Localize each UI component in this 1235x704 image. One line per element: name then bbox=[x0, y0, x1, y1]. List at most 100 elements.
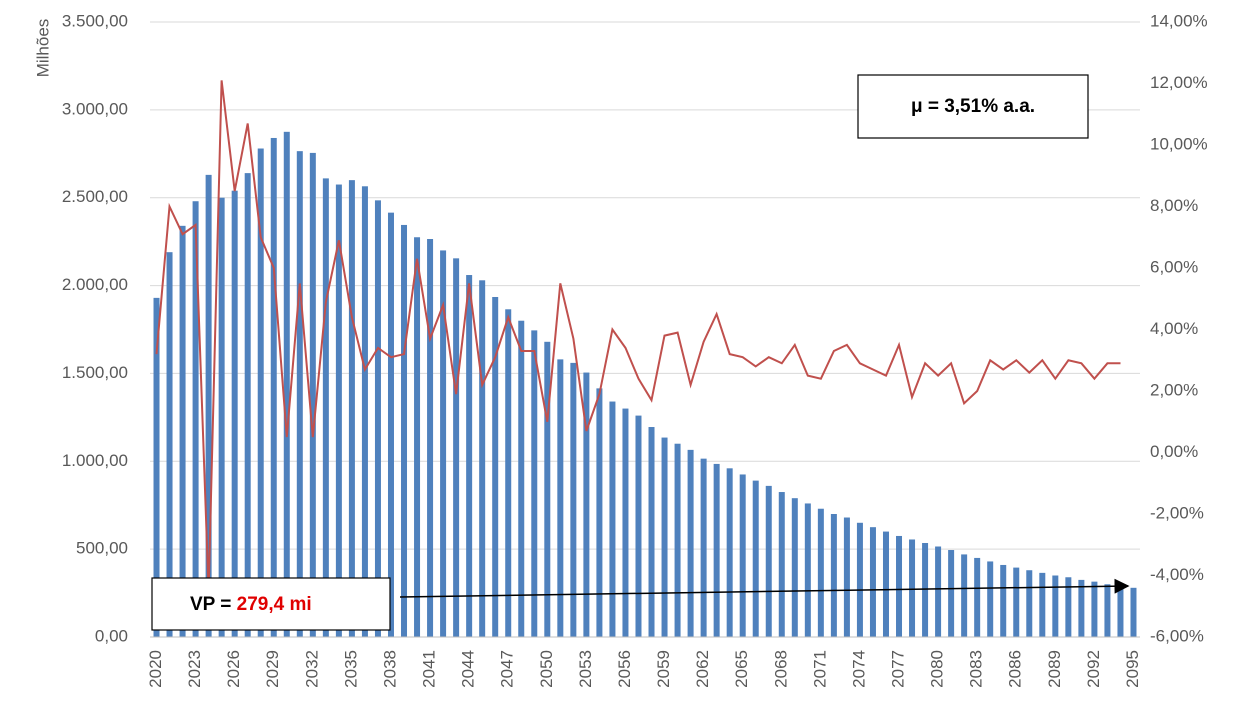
bar bbox=[635, 415, 642, 637]
bar bbox=[205, 174, 212, 637]
bar bbox=[427, 239, 434, 637]
bar bbox=[935, 546, 942, 637]
bar bbox=[335, 184, 342, 638]
bar bbox=[739, 474, 746, 637]
x-tick-label: 2047 bbox=[498, 650, 517, 688]
bar bbox=[987, 561, 994, 637]
bar bbox=[492, 296, 499, 637]
y2-tick-label: 2,00% bbox=[1150, 380, 1198, 399]
y2-tick-label: 10,00% bbox=[1150, 134, 1208, 153]
y2-tick-label: 12,00% bbox=[1150, 73, 1208, 92]
bar bbox=[348, 180, 355, 637]
mu-box bbox=[857, 74, 1089, 139]
y-tick-label: 2.500,00 bbox=[62, 187, 128, 206]
bar bbox=[961, 554, 968, 637]
bar bbox=[1026, 570, 1033, 637]
y2-tick-label: -4,00% bbox=[1150, 565, 1204, 584]
x-tick-label: 2095 bbox=[1123, 650, 1142, 688]
x-tick-label: 2086 bbox=[1006, 650, 1025, 688]
vp-value: 279,4 mi bbox=[237, 594, 312, 615]
bar bbox=[804, 503, 811, 637]
bar bbox=[648, 427, 655, 637]
bar bbox=[843, 517, 850, 637]
bar bbox=[1000, 564, 1007, 637]
x-tick-label: 2044 bbox=[459, 650, 478, 688]
y2-tick-label: 14,00% bbox=[1150, 11, 1208, 30]
x-tick-label: 2053 bbox=[576, 650, 595, 688]
bar bbox=[765, 485, 772, 637]
bar bbox=[153, 297, 160, 637]
x-tick-label: 2071 bbox=[810, 650, 829, 688]
bar bbox=[583, 372, 590, 637]
bar bbox=[544, 341, 551, 637]
bar bbox=[909, 539, 916, 637]
x-tick-label: 2083 bbox=[967, 650, 986, 688]
x-tick-label: 2038 bbox=[380, 650, 399, 688]
y-tick-label: 3.000,00 bbox=[62, 99, 128, 118]
bar bbox=[440, 250, 447, 637]
y-tick-label: 2.000,00 bbox=[62, 275, 128, 294]
bar bbox=[674, 443, 681, 637]
y-axis-label: Milhões bbox=[33, 19, 52, 78]
bar bbox=[453, 258, 460, 637]
bar bbox=[1039, 572, 1046, 637]
x-tick-label: 2032 bbox=[302, 650, 321, 688]
x-tick-label: 2020 bbox=[146, 650, 165, 688]
bar bbox=[179, 225, 186, 638]
y-tick-label: 1.500,00 bbox=[62, 363, 128, 382]
bar bbox=[283, 131, 290, 638]
bar bbox=[309, 152, 316, 637]
bar bbox=[752, 480, 759, 637]
y2-tick-label: 4,00% bbox=[1150, 319, 1198, 338]
x-tick-label: 2041 bbox=[420, 650, 439, 688]
bar bbox=[700, 458, 707, 637]
x-tick-label: 2035 bbox=[341, 650, 360, 688]
bar bbox=[322, 178, 329, 637]
bar bbox=[896, 535, 903, 637]
bar bbox=[257, 148, 264, 637]
bar bbox=[713, 463, 720, 637]
x-tick-label: 2056 bbox=[615, 650, 634, 688]
y2-tick-label: 0,00% bbox=[1150, 442, 1198, 461]
bar bbox=[596, 388, 603, 637]
y2-tick-label: 6,00% bbox=[1150, 257, 1198, 276]
y2-tick-label: -6,00% bbox=[1150, 626, 1204, 645]
bar bbox=[296, 151, 303, 637]
x-tick-label: 2077 bbox=[888, 650, 907, 688]
bar bbox=[661, 437, 668, 637]
bar bbox=[1091, 581, 1098, 637]
bar bbox=[479, 280, 486, 637]
vp-annotation: VP = 279,4 mi bbox=[190, 594, 312, 615]
bar bbox=[192, 201, 199, 637]
bar bbox=[882, 531, 889, 637]
bar bbox=[1013, 567, 1020, 637]
bar bbox=[1130, 587, 1137, 637]
bar bbox=[726, 468, 733, 637]
x-tick-label: 2080 bbox=[928, 650, 947, 688]
bar bbox=[1065, 577, 1072, 637]
bar bbox=[414, 237, 421, 637]
line bbox=[155, 80, 1121, 591]
bar bbox=[817, 508, 824, 637]
bar bbox=[361, 186, 368, 638]
x-tick-label: 2062 bbox=[693, 650, 712, 688]
bar bbox=[1078, 579, 1085, 637]
x-tick-label: 2026 bbox=[224, 650, 243, 688]
bar bbox=[778, 492, 785, 637]
bar bbox=[401, 224, 408, 637]
x-tick-label: 2023 bbox=[185, 650, 204, 688]
y-tick-label: 0,00 bbox=[95, 626, 128, 645]
bar bbox=[166, 252, 173, 637]
bar bbox=[948, 550, 955, 637]
bar bbox=[531, 330, 538, 637]
x-tick-label: 2065 bbox=[732, 650, 751, 688]
x-tick-label: 2059 bbox=[654, 650, 673, 688]
bar bbox=[922, 542, 929, 637]
bar bbox=[231, 190, 238, 637]
x-tick-label: 2050 bbox=[537, 650, 556, 688]
bar bbox=[387, 212, 394, 637]
y-tick-label: 3.500,00 bbox=[62, 11, 128, 30]
bar bbox=[1104, 584, 1111, 637]
bar bbox=[1117, 586, 1124, 637]
